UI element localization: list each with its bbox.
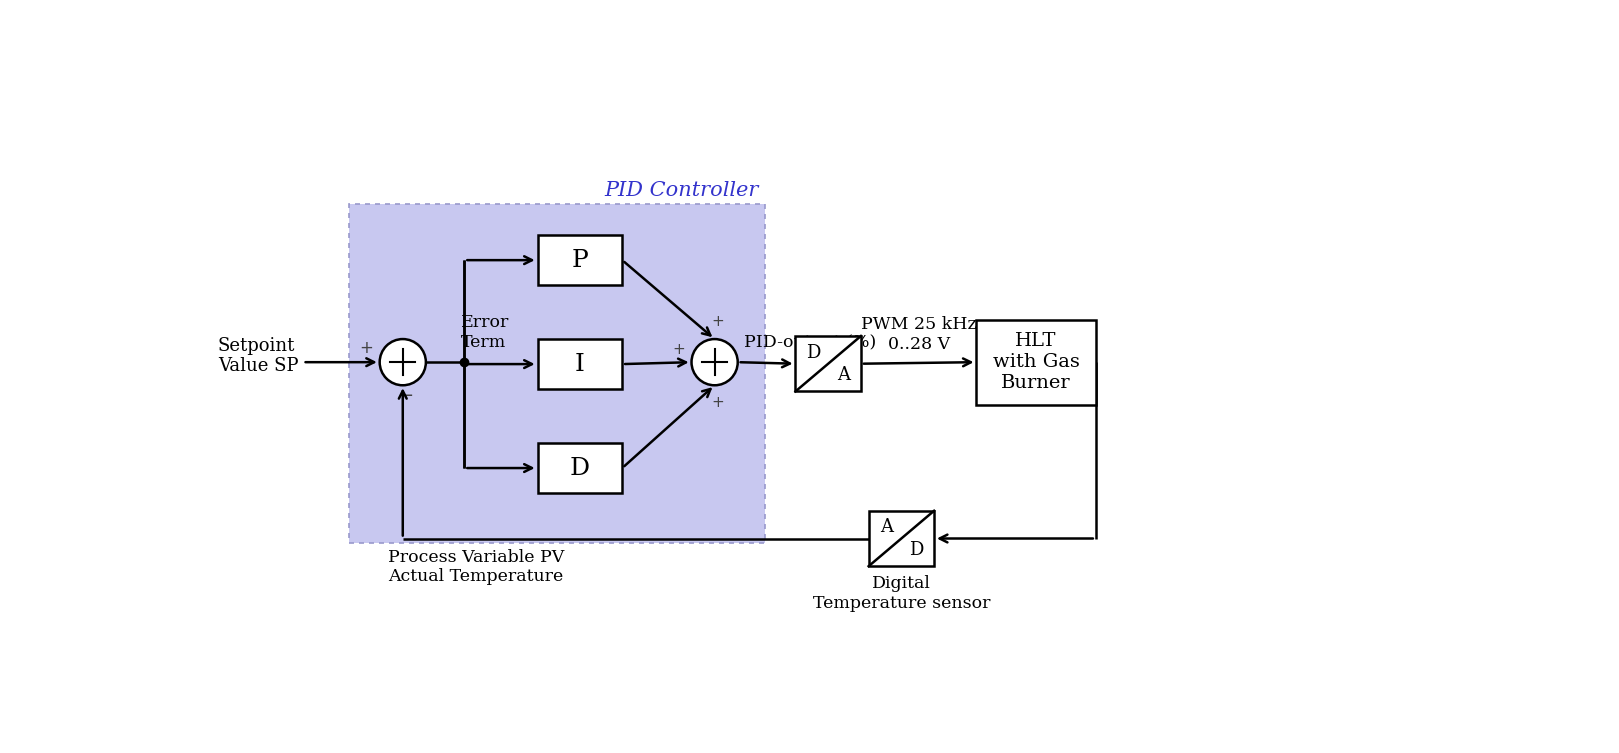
- Text: A: A: [879, 518, 892, 536]
- Text: +: +: [711, 314, 724, 329]
- Text: +: +: [711, 395, 724, 410]
- Bar: [348, 204, 764, 543]
- Bar: [976, 320, 1096, 404]
- Text: HLT
with Gas
Burner: HLT with Gas Burner: [992, 332, 1080, 392]
- Text: Process Variable PV
Actual Temperature: Process Variable PV Actual Temperature: [389, 548, 563, 585]
- Bar: [795, 336, 861, 392]
- Bar: [538, 443, 622, 493]
- Text: Digital
Temperature sensor: Digital Temperature sensor: [813, 575, 991, 612]
- Bar: [538, 235, 622, 285]
- Circle shape: [691, 339, 738, 386]
- Text: D: D: [806, 343, 821, 361]
- Text: PWM 25 kHz
0..28 V: PWM 25 kHz 0..28 V: [861, 316, 976, 353]
- Text: −: −: [398, 387, 413, 405]
- Text: PID Controller: PID Controller: [604, 181, 759, 200]
- Text: PID-output (%): PID-output (%): [743, 334, 876, 352]
- Text: Setpoint
Value SP: Setpoint Value SP: [219, 337, 298, 376]
- Text: D: D: [910, 541, 923, 559]
- Text: Error
Term: Error Term: [460, 314, 508, 351]
- Text: +: +: [672, 343, 685, 358]
- Circle shape: [380, 339, 426, 386]
- Text: P: P: [572, 248, 588, 272]
- Bar: [869, 511, 934, 566]
- Bar: [538, 339, 622, 389]
- Text: A: A: [837, 366, 850, 384]
- Text: I: I: [575, 352, 584, 376]
- Text: D: D: [570, 456, 589, 480]
- Text: +: +: [359, 340, 372, 358]
